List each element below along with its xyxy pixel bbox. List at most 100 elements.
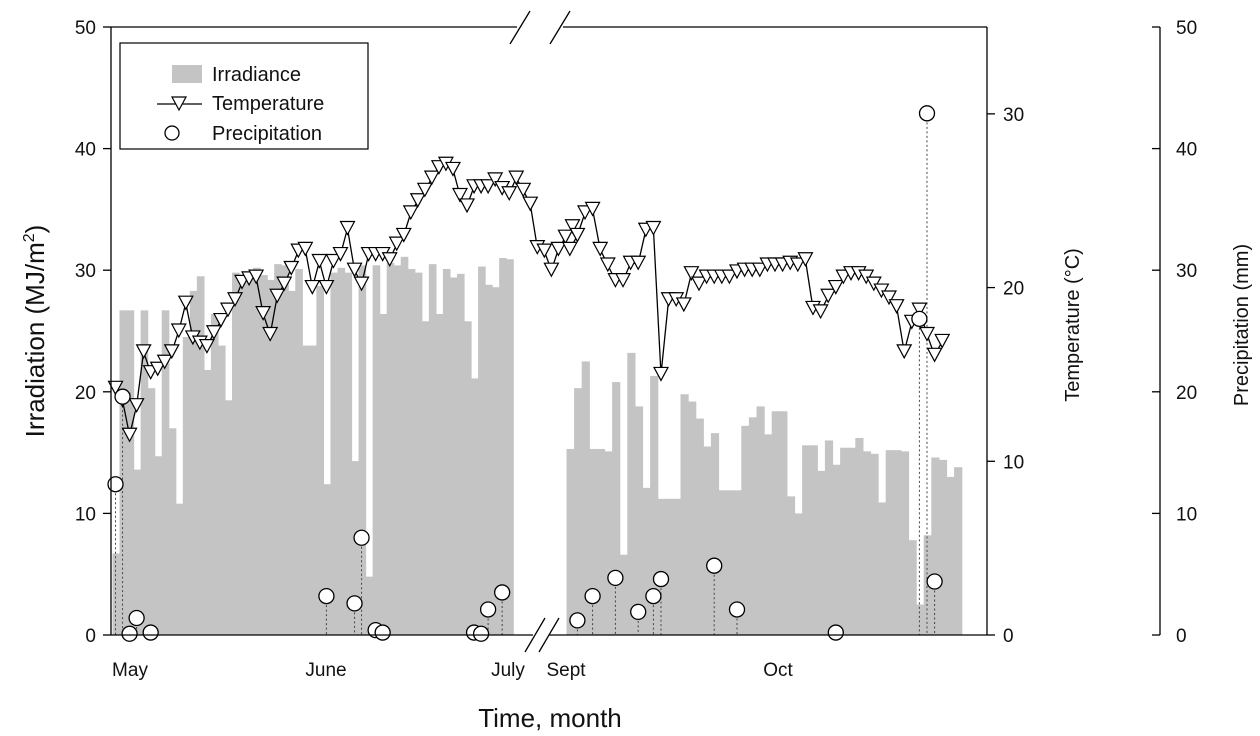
temperature-point bbox=[751, 262, 768, 278]
irradiance-bar bbox=[931, 457, 940, 635]
month-label-oct: Oct bbox=[763, 660, 793, 681]
irradiance-bar bbox=[456, 273, 465, 635]
irradiance-bar bbox=[442, 268, 451, 635]
temperature-point bbox=[163, 344, 180, 360]
x-axis-title: Time, month bbox=[478, 703, 622, 733]
irradiance-bar bbox=[954, 467, 963, 635]
irradiation-tick-label: 20 bbox=[75, 383, 96, 404]
irradiance-bar bbox=[893, 450, 902, 635]
temperature-point bbox=[812, 304, 829, 320]
irradiance-bar bbox=[421, 321, 430, 635]
temperature-axis-title: Temperature (°C) bbox=[1062, 248, 1084, 402]
precipitation-point bbox=[142, 624, 159, 641]
irradiance-bar bbox=[267, 279, 275, 635]
irradiance-bar bbox=[246, 272, 254, 635]
temperature-point bbox=[683, 266, 700, 281]
irradiance-bar bbox=[748, 417, 758, 635]
irradiance-bar bbox=[168, 428, 177, 635]
irradiance-bar bbox=[393, 265, 402, 635]
irradiance-bar bbox=[506, 259, 514, 635]
temperature-point bbox=[797, 252, 814, 268]
irradiance-bar bbox=[471, 378, 479, 635]
precipitation-point bbox=[645, 587, 662, 605]
temperature-point bbox=[550, 241, 567, 257]
temperature-point bbox=[269, 288, 286, 304]
irradiance-bar bbox=[499, 258, 507, 635]
irradiance-bar bbox=[938, 459, 948, 635]
temperature-point bbox=[304, 279, 321, 295]
temperature-series bbox=[107, 156, 951, 443]
temperature-tick-label: 20 bbox=[1003, 279, 1024, 300]
irradiance-bar bbox=[847, 447, 856, 635]
temperature-point bbox=[614, 273, 632, 288]
irradiance-bar bbox=[604, 451, 613, 635]
irradiance-bar bbox=[718, 490, 727, 635]
temperature-point bbox=[508, 170, 525, 186]
temperature-point bbox=[212, 312, 229, 328]
irradiance-bar bbox=[182, 337, 191, 635]
irradiance-bar bbox=[154, 456, 163, 635]
irradiance-bar bbox=[344, 272, 353, 635]
temperature-point bbox=[584, 201, 601, 217]
irradiance-bar bbox=[650, 375, 659, 635]
irradiance-bar bbox=[688, 401, 697, 635]
legend-irradiance-label: Irradiance bbox=[212, 64, 301, 86]
irradiance-bar bbox=[140, 310, 149, 635]
irradiation-tick-label: 0 bbox=[85, 626, 96, 647]
legend: Irradiance Temperature Precipitation bbox=[119, 42, 369, 150]
irradiance-bar bbox=[581, 361, 590, 635]
irradiance-bar bbox=[372, 265, 381, 635]
irradiance-bar bbox=[779, 411, 788, 635]
irradiance-bar bbox=[224, 400, 233, 635]
irradiance-bar bbox=[794, 513, 803, 635]
temperature-point bbox=[487, 172, 504, 188]
temperature-point bbox=[576, 205, 594, 221]
precipitation-point bbox=[479, 601, 497, 618]
precipitation-point bbox=[728, 601, 746, 618]
legend-temperature-marker bbox=[170, 96, 188, 112]
irradiation-axis-ticks: 0 10 20 30 40 50 bbox=[75, 18, 111, 647]
plot-frame bbox=[110, 26, 1161, 636]
temperature-point bbox=[911, 302, 928, 318]
precipitation-point bbox=[918, 105, 936, 122]
irradiance-bar bbox=[726, 490, 735, 635]
temperature-point bbox=[926, 347, 943, 363]
temperature-tick-label: 30 bbox=[1003, 105, 1024, 126]
temperature-point bbox=[789, 257, 806, 273]
temperature-point bbox=[561, 241, 578, 257]
legend-irradiance-swatch bbox=[172, 65, 202, 83]
axis-break-top bbox=[509, 10, 571, 45]
irradiance-bar bbox=[428, 264, 437, 635]
temperature-point bbox=[880, 290, 898, 306]
precipitation-point bbox=[121, 625, 138, 642]
month-label-june: June bbox=[305, 660, 346, 681]
temperature-point bbox=[121, 427, 138, 443]
irradiance-bar bbox=[379, 313, 388, 635]
irradiance-bar bbox=[832, 464, 841, 635]
irradiance-bar bbox=[642, 487, 651, 635]
precipitation-point bbox=[318, 587, 335, 605]
irradiance-bar bbox=[330, 272, 339, 635]
temperature-point bbox=[690, 276, 708, 292]
irradiance-bar bbox=[365, 576, 374, 635]
irradiance-bar bbox=[119, 310, 128, 635]
irradiance-bar bbox=[900, 451, 910, 635]
precipitation-tick-label: 0 bbox=[1176, 626, 1187, 647]
precipitation-axis-title: Precipitation (mm) bbox=[1231, 244, 1253, 406]
temperature-point bbox=[346, 262, 363, 278]
irradiance-bar bbox=[309, 345, 317, 635]
temperature-point bbox=[248, 269, 265, 285]
precipitation-point bbox=[353, 529, 370, 546]
irradiance-bar bbox=[189, 290, 198, 635]
precipitation-point bbox=[630, 603, 647, 621]
precipitation-point bbox=[494, 584, 511, 601]
temperature-point bbox=[332, 246, 349, 262]
temperature-point bbox=[934, 333, 951, 349]
temperature-point bbox=[395, 227, 412, 243]
temperature-point bbox=[592, 241, 609, 257]
precipitation-point bbox=[346, 595, 363, 612]
irradiance-bar bbox=[862, 451, 872, 635]
precipitation-point bbox=[911, 310, 928, 327]
precipitation-point bbox=[114, 388, 131, 405]
